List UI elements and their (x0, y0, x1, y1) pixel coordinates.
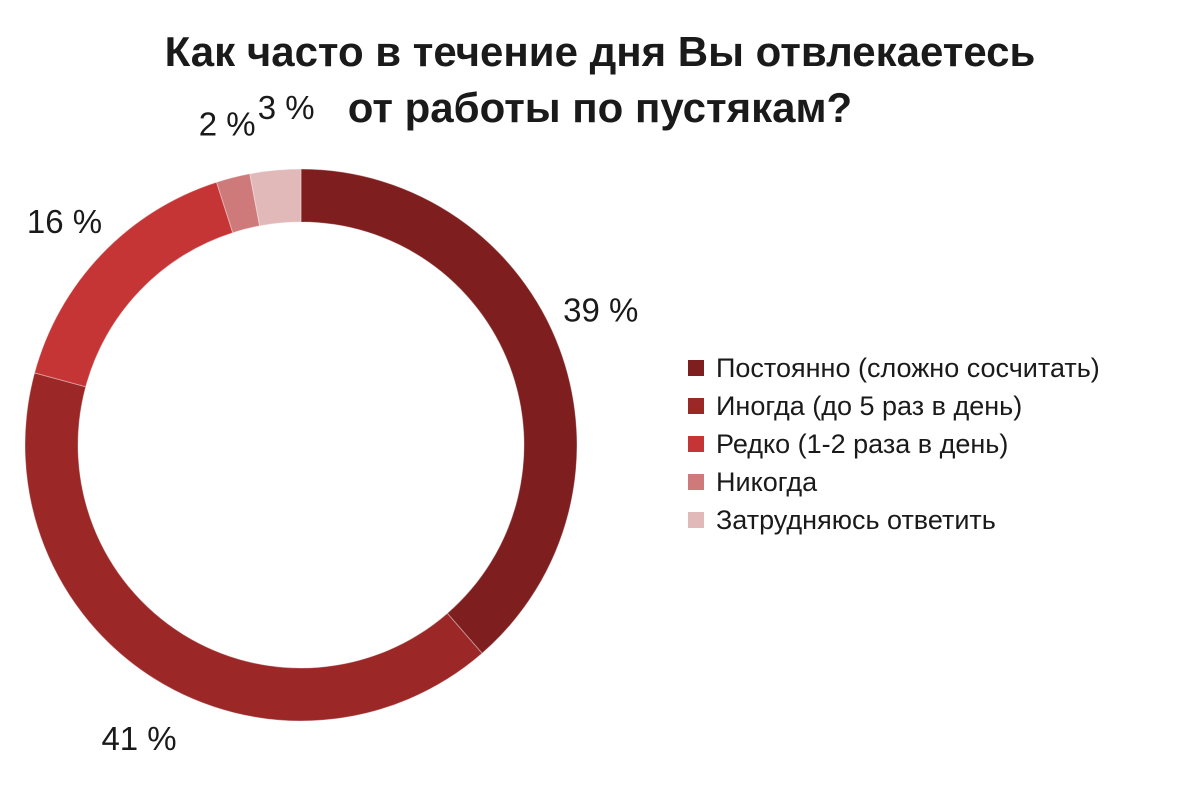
legend-label: Постоянно (сложно сосчитать) (716, 352, 1100, 383)
legend-swatch (688, 436, 704, 452)
data-label-1: 39 % (563, 292, 638, 329)
legend-label: Редко (1-2 раза в день) (716, 428, 1009, 459)
legend-swatch (688, 474, 704, 490)
chart-title: Как часто в течение дня Вы отвлекаетесь … (0, 24, 1200, 136)
legend-swatch (688, 398, 704, 414)
legend-item-5: Затрудняюсь ответить (688, 501, 1100, 539)
data-label-3: 16 % (27, 203, 102, 240)
data-label-5: 3 % (258, 89, 315, 126)
legend-label: Иногда (до 5 раз в день) (716, 390, 1023, 421)
legend-item-1: Постоянно (сложно сосчитать) (688, 349, 1100, 387)
legend-item-4: Никогда (688, 463, 1100, 501)
chart-legend: Постоянно (сложно сосчитать) Иногда (до 5… (688, 349, 1100, 539)
legend-item-2: Иногда (до 5 раз в день) (688, 387, 1100, 425)
donut-slice-5 (249, 168, 302, 227)
legend-label: Никогда (716, 466, 818, 497)
chart-title-line-2: от работы по пустякам? (347, 84, 853, 131)
legend-label: Затрудняюсь ответить (716, 504, 996, 535)
donut-slice-2 (24, 372, 483, 722)
data-label-2: 41 % (101, 720, 176, 757)
legend-item-3: Редко (1-2 раза в день) (688, 425, 1100, 463)
donut-slice-1 (300, 168, 578, 655)
chart-title-line-1: Как часто в течение дня Вы отвлекаетесь (164, 28, 1036, 75)
data-label-4: 2 % (199, 106, 256, 143)
donut-slice-3 (33, 181, 234, 388)
legend-swatch (688, 360, 704, 376)
legend-swatch (688, 512, 704, 528)
